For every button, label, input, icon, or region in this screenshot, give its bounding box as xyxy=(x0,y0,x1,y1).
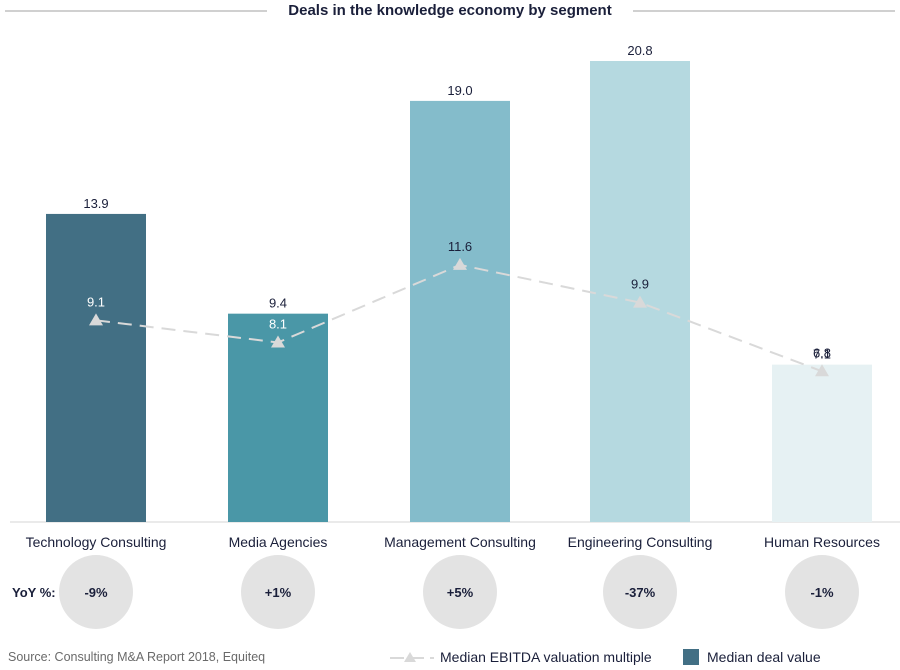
ebitda-marker xyxy=(453,257,467,270)
line-series: 9.1 8.1 11.6 9.9 6.8 xyxy=(87,239,831,377)
ebitda-value-label: 6.8 xyxy=(813,345,831,360)
ebitda-value-label: 8.1 xyxy=(269,316,287,331)
category-labels: Technology Consulting Media Agencies Manag… xyxy=(26,534,880,550)
bar-value-label: 13.9 xyxy=(83,196,108,211)
bar-0 xyxy=(46,213,146,522)
bar-value-label: 7.1 xyxy=(813,347,831,362)
yoy-label: YoY %: xyxy=(12,585,56,600)
bar-value-label: 19.0 xyxy=(447,83,472,98)
legend-item-ebitda: Median EBITDA valuation multiple xyxy=(388,649,652,665)
yoy-value: -9% xyxy=(84,585,108,600)
yoy-value: -1% xyxy=(810,585,834,600)
yoy-value: -37% xyxy=(625,585,656,600)
bar-4 xyxy=(772,364,872,522)
ebitda-value-label: 9.9 xyxy=(631,277,649,292)
chart-title-row: Deals in the knowledge economy by segmen… xyxy=(0,0,900,24)
yoy-badge xyxy=(241,555,315,629)
bar-value-label: 20.8 xyxy=(627,43,652,58)
bar-2 xyxy=(410,100,510,523)
legend-square-icon xyxy=(683,649,699,665)
legend-label-deal-value: Median deal value xyxy=(707,649,821,665)
yoy-badge xyxy=(785,555,859,629)
ebitda-value-label: 11.6 xyxy=(448,239,472,254)
legend-label-ebitda: Median EBITDA valuation multiple xyxy=(440,649,652,665)
bar-value-label: 9.4 xyxy=(269,296,287,311)
legend-dashed-triangle-icon xyxy=(390,652,434,662)
yoy-badge xyxy=(603,555,677,629)
ebitda-marker xyxy=(89,313,103,326)
title-rule-right xyxy=(633,10,895,12)
bar-series: 13.9 9.4 19.0 20.8 7.1 xyxy=(46,43,872,523)
category-label: Human Resources xyxy=(764,534,880,550)
yoy-badge xyxy=(423,555,497,629)
yoy-value: +5% xyxy=(447,585,474,600)
ebitda-marker xyxy=(815,364,829,377)
yoy-badge xyxy=(59,555,133,629)
bar-1 xyxy=(228,313,328,522)
source-note: Source: Consulting M&A Report 2018, Equi… xyxy=(8,650,266,664)
ebitda-marker xyxy=(271,335,285,348)
category-label: Management Consulting xyxy=(384,534,536,550)
ebitda-value-label: 9.1 xyxy=(87,294,105,309)
category-label: Media Agencies xyxy=(229,534,328,550)
category-label: Technology Consulting xyxy=(26,534,167,550)
yoy-row: YoY %: -9% +1% +5% -37% -1% xyxy=(12,555,859,629)
title-rule-left xyxy=(5,10,267,12)
legend-item-deal-value: Median deal value xyxy=(683,649,821,665)
category-label: Engineering Consulting xyxy=(568,534,713,550)
yoy-value: +1% xyxy=(265,585,292,600)
ebitda-marker xyxy=(633,295,647,308)
chart-title: Deals in the knowledge economy by segmen… xyxy=(288,2,612,19)
bar-3 xyxy=(590,61,690,522)
